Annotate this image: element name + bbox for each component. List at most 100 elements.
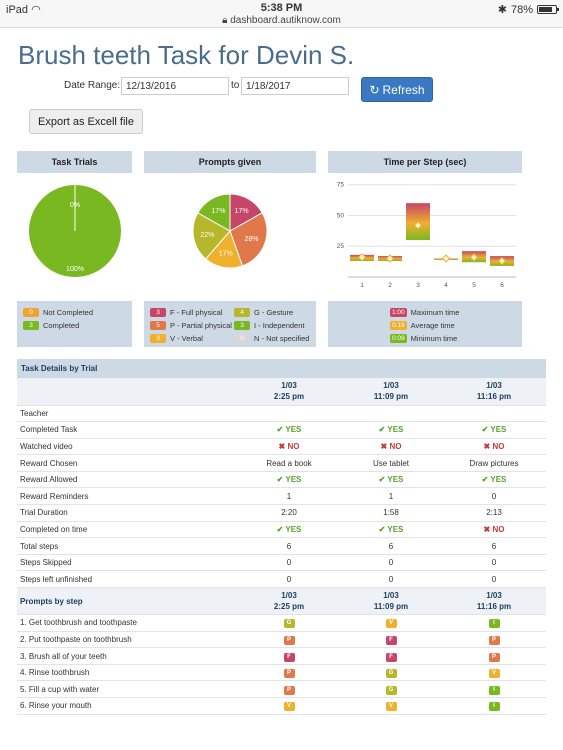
table-cell: 1	[238, 487, 340, 506]
table-row: Total steps 6 6 6	[17, 537, 546, 555]
table-cell: ✔ YES	[238, 421, 340, 439]
table-cell: 0	[238, 554, 340, 572]
prompt-chip: P	[283, 685, 295, 695]
average-marker	[357, 253, 367, 262]
legend-item-avg-time: 0:19 Average time	[390, 320, 455, 330]
step-label: 2. Put toothpaste on toothbrush	[17, 631, 238, 649]
average-marker	[385, 254, 395, 263]
table-cell: Draw pictures	[442, 454, 546, 472]
prompt-chip: V	[283, 702, 295, 712]
device-label: iPad ︎◠	[6, 4, 41, 16]
pie-slice-G	[192, 212, 231, 260]
row-label: Watched video	[17, 438, 238, 456]
table-row: Completed on time ✔ YES ✔ YES ✖ NO	[17, 521, 546, 539]
y-tick-label: 75	[337, 182, 345, 189]
table-cell: 6	[340, 537, 442, 555]
trial-header: 1/03 2:25 pm	[238, 587, 340, 616]
prompt-chip: P	[283, 669, 295, 679]
table-cell: ✔ YES	[340, 421, 442, 439]
trial-header: 1/03 2:25 pm	[238, 378, 340, 406]
time-per-step-title: Time per Step (sec)	[328, 151, 522, 173]
average-marker	[441, 254, 451, 263]
table-cell: Use tablet	[340, 454, 442, 472]
y-tick-label: 25	[337, 243, 345, 250]
table-cell: 0	[340, 570, 442, 589]
average-marker	[413, 221, 423, 230]
table-cell: 2:20	[238, 504, 340, 522]
table-cell: 0	[340, 554, 442, 572]
prompt-chip: P	[488, 652, 500, 662]
wifi-icon: ︎◠	[31, 4, 41, 16]
table-cell	[442, 405, 546, 423]
trial-header-row: 1/03 2:25 pm 1/03 11:09 pm 1/03 11:16 pm	[17, 378, 546, 406]
table-row: Trial Duration 2:20 1:58 2:13	[17, 504, 546, 522]
task-details-table: 1/03 2:25 pm 1/03 11:09 pm 1/03 11:16 pm Te…	[17, 378, 546, 715]
date-to-input[interactable]	[241, 77, 349, 95]
prompt-chip: I	[488, 685, 500, 695]
export-excel-button[interactable]: Export as Excell file	[29, 109, 143, 134]
table-cell: ✖ NO	[238, 438, 340, 456]
prompt-step-row: 2. Put toothpaste on toothbrush P F P	[17, 631, 546, 649]
lock-icon: 🔒︎	[222, 15, 228, 26]
table-cell: 6	[442, 537, 546, 555]
legend-item-min-time: 0:09 Minimum time	[390, 333, 458, 343]
to-label: to	[231, 80, 240, 91]
x-tick-label: 4	[444, 282, 448, 289]
row-label: Teacher	[17, 405, 238, 423]
legend-item-max-time: 1:00 Maximum time	[390, 307, 460, 317]
step-label: 3. Brush all of your teeth	[17, 647, 238, 665]
table-cell: 0	[442, 570, 546, 589]
pie-label-I: 17%	[211, 208, 225, 215]
task-trials-pie-chart: 0% 100%	[29, 185, 121, 277]
legend-count: 3	[23, 320, 39, 330]
status-right: ✱ 78%	[497, 3, 559, 16]
pie-label-P: 28%	[244, 236, 258, 243]
prompt-chip: V	[385, 619, 397, 629]
prompt-chip: I	[488, 702, 500, 712]
table-row: Reward Reminders 1 1 0	[17, 487, 546, 506]
table-cell: ✔ YES	[340, 521, 442, 539]
task-trials-legend: 0 Not Completed 3 Completed	[17, 301, 132, 347]
date-from-input[interactable]	[121, 77, 229, 95]
prompt-chip: P	[488, 635, 500, 645]
row-label: Reward Chosen	[17, 454, 238, 472]
prompt-step-row: 5. Fill a cup with water P G I	[17, 680, 546, 698]
y-tick-label: 50	[337, 212, 345, 219]
trial-header: 1/03 11:16 pm	[442, 587, 546, 616]
time-per-step-legend: 1:00 Maximum time 0:19 Average time 0:09 Mi…	[328, 301, 522, 347]
trial-header: 1/03 11:09 pm	[340, 587, 442, 616]
pie-label-V: 17%	[219, 251, 233, 258]
row-label: Reward Reminders	[17, 487, 238, 506]
row-label: Steps Skipped	[17, 554, 238, 572]
table-cell: ✖ NO	[442, 438, 546, 456]
bluetooth-icon: ✱	[497, 4, 507, 16]
table-cell: 0	[442, 554, 546, 572]
legend-item-not-completed: 0 Not Completed	[23, 306, 126, 318]
pie-slice-P	[229, 212, 268, 267]
trial-header: 1/03 11:16 pm	[442, 378, 546, 406]
table-cell: ✔ YES	[238, 521, 340, 539]
row-label: Completed Task	[17, 421, 238, 439]
table-cell: ✔ YES	[442, 471, 546, 489]
prompt-chip: G	[283, 619, 295, 629]
legend-count: 0	[23, 307, 39, 317]
average-marker	[469, 253, 479, 262]
task-details-section: Task Details by Trial 1/03 2:25 pm 1/03 11…	[17, 359, 546, 715]
url-bar[interactable]: 🔒︎ dashboard.autiknow.com	[222, 15, 341, 26]
legend-item-completed: 3 Completed	[23, 319, 126, 331]
table-row: Steps left unfinished 0 0 0	[17, 570, 546, 589]
battery-percent: 78%	[510, 3, 533, 16]
status-bar: iPad ︎◠ 5:38 PM 🔒︎ dashboard.autiknow.co…	[0, 0, 563, 28]
prompts-header-row: Prompts by step 1/03 2:25 pm 1/03 11:09 pm 1/…	[17, 587, 546, 616]
refresh-button[interactable]: ↻ Refresh	[361, 77, 433, 102]
prompts-given-panel: Prompts given 0%17%28%17%22%17% 3F - Ful…	[144, 151, 316, 347]
table-row: Watched video ✖ NO ✖ NO ✖ NO	[17, 438, 546, 456]
clock: 5:38 PM	[260, 2, 303, 14]
table-cell: ✖ NO	[442, 521, 546, 539]
step-label: 6. Rinse your mouth	[17, 697, 238, 715]
row-label: Trial Duration	[17, 504, 238, 522]
